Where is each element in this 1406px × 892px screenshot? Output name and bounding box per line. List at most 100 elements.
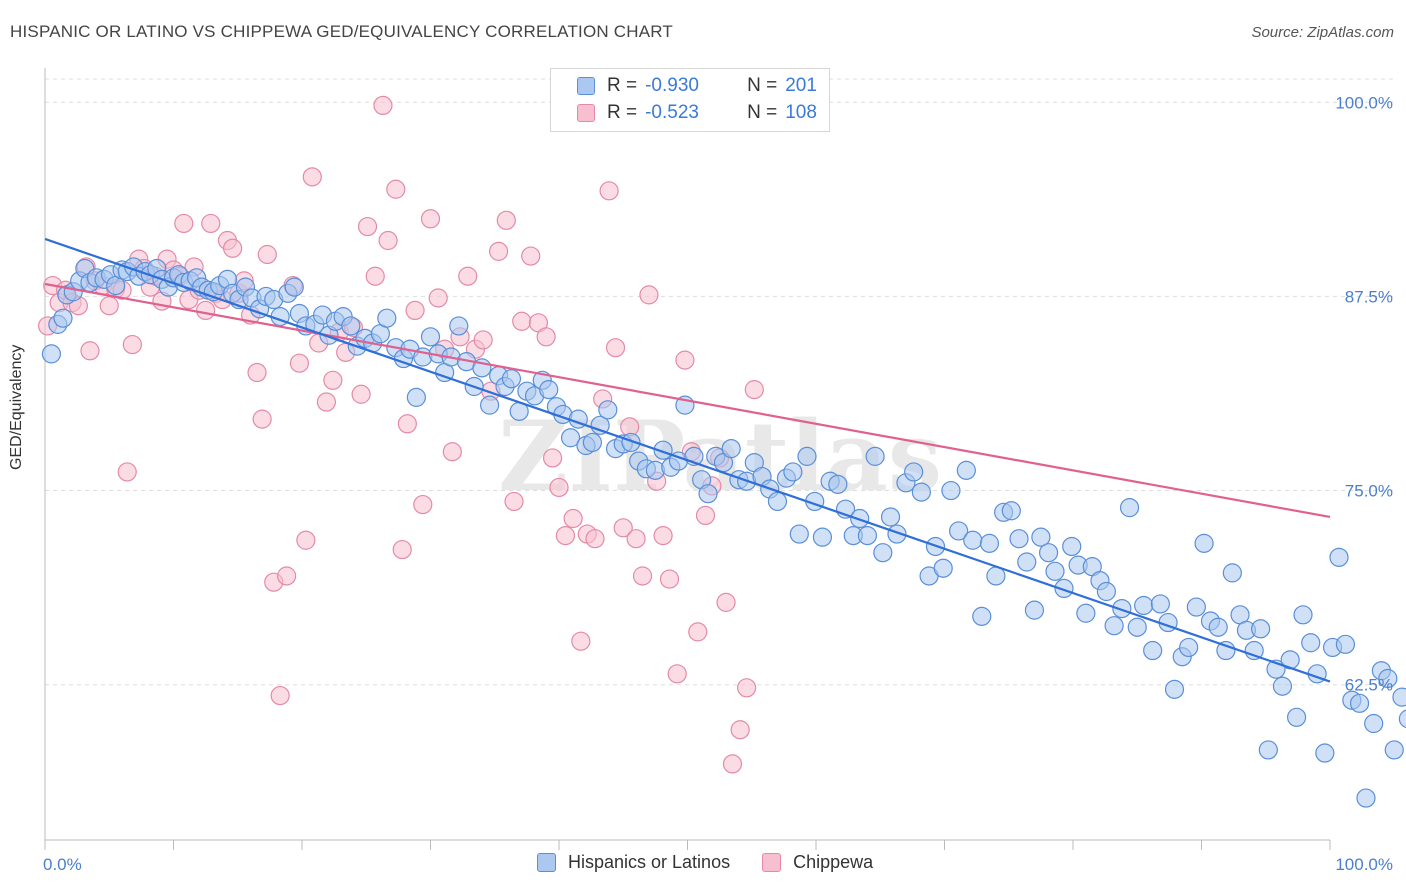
hispanic-point: [873, 543, 893, 563]
chippewa-point: [289, 353, 310, 373]
hispanic-point: [1054, 578, 1074, 599]
chippewa-point: [252, 409, 272, 429]
chippewa-point: [737, 678, 757, 698]
hispanic-point: [1031, 527, 1051, 547]
chippewa-point: [351, 384, 371, 404]
legend-item-hispanic[interactable]: Hispanics or Latinos: [537, 852, 730, 873]
hispanic-point: [767, 491, 788, 512]
hispanic-point: [501, 369, 522, 389]
hispanic-point: [1315, 743, 1335, 763]
hispanic-point: [1112, 598, 1132, 619]
chippewa-point: [605, 338, 626, 358]
hispanic-point: [887, 524, 907, 544]
chippewa-point: [174, 213, 194, 234]
hispanic-point: [539, 380, 559, 400]
y-tick-labels: 62.5% 75.0% 87.5% 100.0%: [1335, 93, 1393, 694]
chippewa-point: [357, 216, 378, 237]
hispanic-point: [645, 460, 665, 480]
legend-swatch-pink: [762, 853, 782, 872]
y-tick-label: 100.0%: [1335, 93, 1393, 112]
chippewa-point: [695, 505, 716, 526]
chippewa-point: [413, 494, 433, 515]
chippewa-point: [659, 569, 680, 589]
hispanic-point: [1378, 668, 1398, 689]
legend-r-value: -0.523: [645, 102, 699, 123]
hispanic-point: [1119, 498, 1140, 518]
chippewa-point: [639, 285, 659, 305]
chippewa-point: [536, 327, 556, 347]
hispanic-point: [406, 387, 426, 407]
hispanic-point: [377, 308, 397, 328]
hispanic-point: [1076, 603, 1096, 623]
y-axis-label: GED/Equivalency: [8, 344, 25, 470]
hispanic-point: [1164, 679, 1185, 699]
hispanic-point: [1329, 547, 1349, 567]
chippewa-point: [688, 622, 708, 642]
hispanic-point: [857, 525, 878, 546]
hispanic-point: [1038, 543, 1059, 563]
hispanic-point: [1045, 561, 1065, 581]
chippewa-point: [420, 209, 441, 229]
hispanic-point: [1127, 617, 1147, 637]
chippewa-point: [496, 210, 516, 230]
legend-n-value: 108: [785, 102, 817, 123]
hispanic-point: [1293, 605, 1313, 625]
y-tick-label: 62.5%: [1345, 676, 1393, 695]
hispanic-point: [1143, 640, 1163, 661]
chippewa-point: [99, 296, 119, 316]
hispanic-point: [698, 484, 718, 504]
chippewa-point: [458, 266, 478, 286]
chippewa-point: [667, 664, 687, 684]
hispanic-point: [880, 507, 901, 527]
chippewa-point: [270, 685, 290, 706]
chart-title: HISPANIC OR LATINO VS CHIPPEWA GED/EQUIV…: [10, 22, 674, 41]
chippewa-point: [626, 529, 646, 549]
hispanic-point: [480, 395, 500, 415]
chippewa-point: [386, 179, 406, 199]
hispanic-points: [41, 257, 1406, 808]
legend-swatch-blue: [537, 853, 556, 872]
chippewa-point: [722, 754, 743, 774]
hispanic-point: [1104, 616, 1124, 636]
hispanic-point: [1017, 552, 1037, 572]
hispanic-point: [1009, 529, 1029, 549]
hispanic-point: [449, 316, 469, 336]
chippewa-point: [276, 566, 297, 586]
hispanic-point: [1186, 597, 1206, 617]
legend-swatch-pink: [577, 104, 595, 122]
legend-row-hispanic: R = -0.930 N = 201: [577, 73, 817, 99]
hispanic-point: [1062, 536, 1082, 557]
hispanic-point: [1349, 693, 1370, 713]
y-tick-label: 87.5%: [1345, 287, 1393, 306]
chippewa-point: [397, 414, 417, 434]
chippewa-point: [257, 244, 277, 265]
hispanic-point: [1364, 713, 1384, 734]
hispanic-point: [1222, 563, 1242, 583]
hispanic-point: [41, 344, 62, 364]
chippewa-point: [716, 592, 736, 612]
hispanic-point: [341, 316, 361, 336]
legend-label: Hispanics or Latinos: [568, 852, 731, 872]
legend-item-chippewa[interactable]: Chippewa: [762, 852, 873, 873]
chippewa-point: [80, 341, 100, 361]
hispanic-point: [789, 524, 809, 544]
chippewa-point: [512, 311, 532, 331]
hispanic-point: [865, 446, 885, 466]
chippewa-point: [675, 350, 695, 370]
chippewa-point: [247, 362, 267, 383]
hispanic-point: [979, 533, 1000, 553]
hispanic-point: [1208, 617, 1228, 637]
legend-r-label: R =: [607, 102, 638, 123]
hispanic-point: [1179, 637, 1199, 658]
hispanic-point: [1356, 788, 1376, 808]
chippewa-point: [555, 525, 576, 546]
chippewa-point: [521, 246, 541, 266]
chippewa-trend-line: [44, 282, 1331, 519]
hispanic-point: [911, 482, 931, 502]
legend-r-label: R =: [607, 75, 638, 96]
chippewa-point: [563, 508, 583, 529]
x-tick-label: 0.0%: [43, 855, 82, 874]
chippewa-point: [122, 334, 142, 355]
hispanic-point: [828, 474, 848, 494]
